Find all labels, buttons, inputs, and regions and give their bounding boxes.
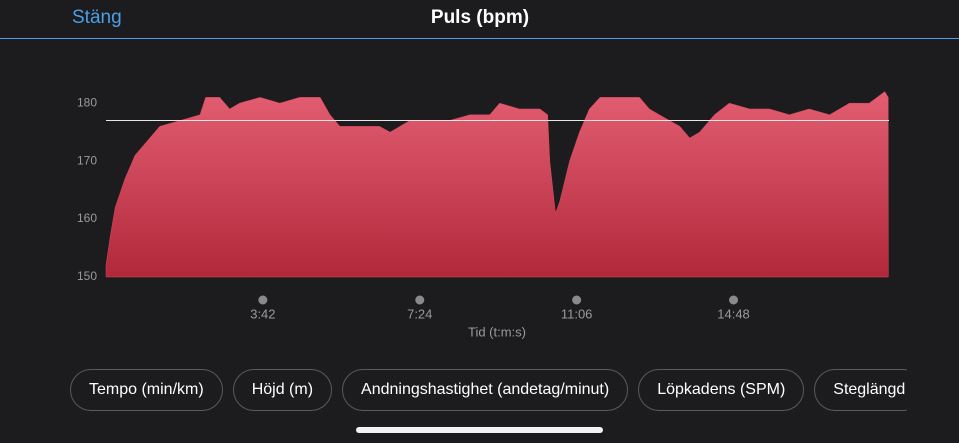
heart-rate-area xyxy=(105,91,889,278)
y-tick-label: 150 xyxy=(77,269,97,283)
x-axis-label: Tid (t:m:s) xyxy=(468,324,526,339)
x-tick-dot xyxy=(415,295,425,305)
x-tick-label: 11:06 xyxy=(561,306,593,321)
chart: Stäng Puls (bpm) Tid (t:m:s) 150 160 170 18… xyxy=(0,7,959,339)
metric-tab[interactable]: Andningshastighet (andetag/minut) xyxy=(342,369,629,411)
page-title: Puls (bpm) xyxy=(431,7,529,28)
x-tick-label: 14:48 xyxy=(717,306,750,321)
x-tick-label: 7:24 xyxy=(407,306,432,321)
metric-tab[interactable]: Tempo (min/km) xyxy=(70,369,223,411)
metric-tab[interactable]: Steglängd xyxy=(814,369,907,411)
x-tick-dot xyxy=(258,295,268,305)
back-button[interactable]: Stäng xyxy=(72,7,122,28)
y-tick-label: 160 xyxy=(77,211,97,225)
home-indicator xyxy=(356,427,603,433)
x-tick-dot xyxy=(572,295,582,305)
metric-tabs: Tempo (min/km) Höjd (m) Andningshastighet … xyxy=(70,369,907,411)
metric-tab[interactable]: Höjd (m) xyxy=(232,369,333,411)
y-tick-label: 170 xyxy=(77,153,97,167)
metric-tab[interactable]: Löpkadens (SPM) xyxy=(638,369,805,411)
y-tick-label: 180 xyxy=(77,95,97,109)
x-tick-label: 3:42 xyxy=(250,306,275,321)
x-tick-dot xyxy=(729,295,739,305)
